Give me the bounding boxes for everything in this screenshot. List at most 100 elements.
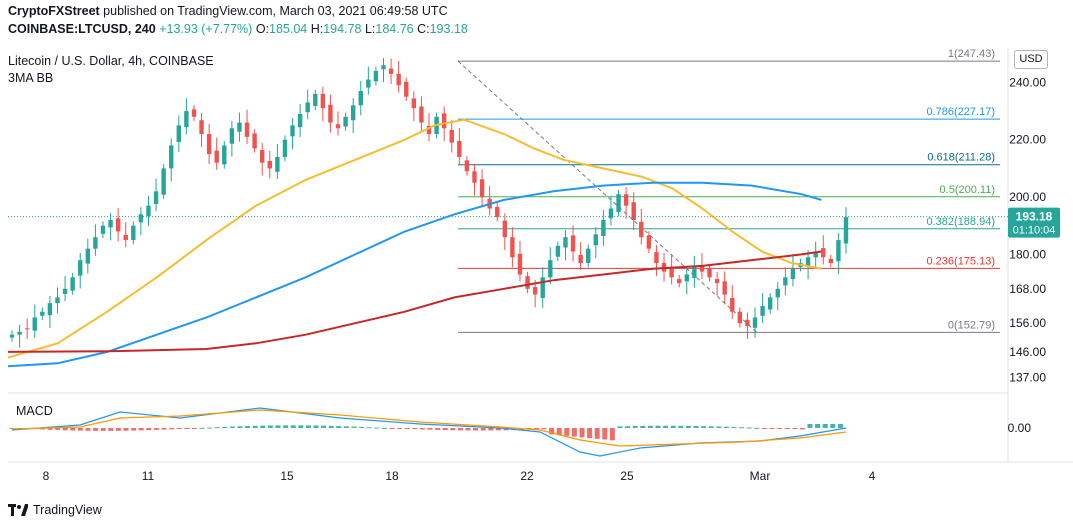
fib-level-label: 0.786(227.17) [927,106,996,118]
time-tick-label: 11 [142,469,155,483]
macd-histogram-bar [419,428,425,430]
last-price-badge [1008,207,1060,238]
macd-histogram-bar [62,428,68,431]
candle-body [783,277,788,286]
macd-histogram-bar [549,428,555,435]
macd-histogram-bar [70,428,76,431]
macd-histogram-bar [138,428,144,431]
macd-histogram-bar [488,428,494,431]
candle-body [373,70,379,82]
candle-body [722,281,727,295]
macd-histogram-bar [579,428,585,438]
candle-body [570,235,576,252]
candle-body [517,253,523,275]
macd-histogram-bar [723,426,729,428]
candle-body [646,235,652,249]
time-tick-label: 25 [620,469,634,483]
candle-body [93,237,98,249]
macd-legend[interactable]: MACD [16,404,53,418]
candle-body [115,218,121,232]
candle-body [267,160,272,169]
macd-histogram-bar [161,428,167,430]
fib-level-label: 0.382(188.94) [927,216,996,228]
candle-body [252,133,257,149]
macd-histogram-bar [131,428,137,431]
currency-button[interactable]: USD [1014,50,1048,69]
high-value: 194.78 [323,22,362,36]
macd-histogram-bar [632,426,638,428]
candle-body [836,240,841,262]
time-tick-label: Mar [750,469,771,483]
macd-histogram-bar [184,428,190,429]
macd-histogram-bar [191,428,197,429]
candle-body [601,220,606,237]
candle-body [123,234,128,241]
macd-histogram-bar [298,425,304,428]
candle-body [161,168,166,195]
macd-histogram-bar [245,426,251,428]
macd-histogram-bar [374,427,380,429]
time-tick-label: 18 [385,469,399,483]
macd-histogram-bar [397,428,403,429]
candle-body [843,217,849,244]
indicator-legend[interactable]: 3MA BB [8,71,54,85]
candle-body [313,93,318,106]
candle-body [821,248,826,258]
macd-histogram-bar [252,425,258,428]
candle-body [100,225,106,234]
candle-body [684,274,689,282]
price-countdown: 01:10:04 [1013,225,1056,237]
candle-body [714,279,720,284]
candle-body [555,245,561,257]
macd-histogram-bar [153,428,159,430]
price-tick-label: 240.00 [1009,75,1046,89]
macd-histogram-bar [541,428,547,430]
candle-body [472,171,477,183]
candle-body [404,81,409,97]
macd-histogram-bar [328,425,334,428]
macd-histogram-bar [571,428,577,437]
candle-body [237,122,242,132]
fib-level-label: 0.236(175.13) [927,255,996,267]
macd-histogram-bar [685,425,691,428]
tradingview-logo[interactable]: TradingView [8,503,102,517]
candle-body [457,140,462,157]
candle-body [396,73,401,86]
publisher-name[interactable]: CryptoFXStreet [8,4,100,18]
candle-body [214,150,219,163]
macd-histogram-bar [93,428,99,431]
candle-body [153,191,159,204]
open-label: O: [255,22,270,36]
macd-histogram-bar [442,428,448,431]
candle-body [146,205,151,216]
candle-body [525,276,530,289]
macd-histogram-bar [229,426,235,428]
macd-histogram-bar [663,425,669,428]
candle-body [191,109,197,117]
macd-zero-label: 0.00 [1008,421,1032,435]
macd-histogram-bar [115,428,121,431]
candle-body [616,194,621,212]
candle-body [510,237,515,258]
macd-histogram-bar [146,428,152,431]
time-tick-label: 22 [520,469,534,483]
candle-body [775,288,780,298]
macd-histogram-bar [123,428,129,431]
candle-body [479,179,485,198]
candle-body [358,91,363,106]
fib-trend-line [457,60,758,333]
macd-histogram-bar [754,427,760,429]
published-info: published on TradingView.com, March 03, … [103,4,448,18]
candle-body [737,311,743,324]
macd-histogram-bar [465,428,471,431]
macd-histogram-bar [214,427,220,429]
candle-body [176,125,181,143]
candle-body [381,65,386,70]
macd-histogram-bar [108,428,114,431]
candle-body [366,79,371,88]
macd-histogram-bar [100,428,106,431]
candle-body [282,139,288,157]
candle-body [419,106,424,123]
macd-histogram-bar [313,425,319,428]
